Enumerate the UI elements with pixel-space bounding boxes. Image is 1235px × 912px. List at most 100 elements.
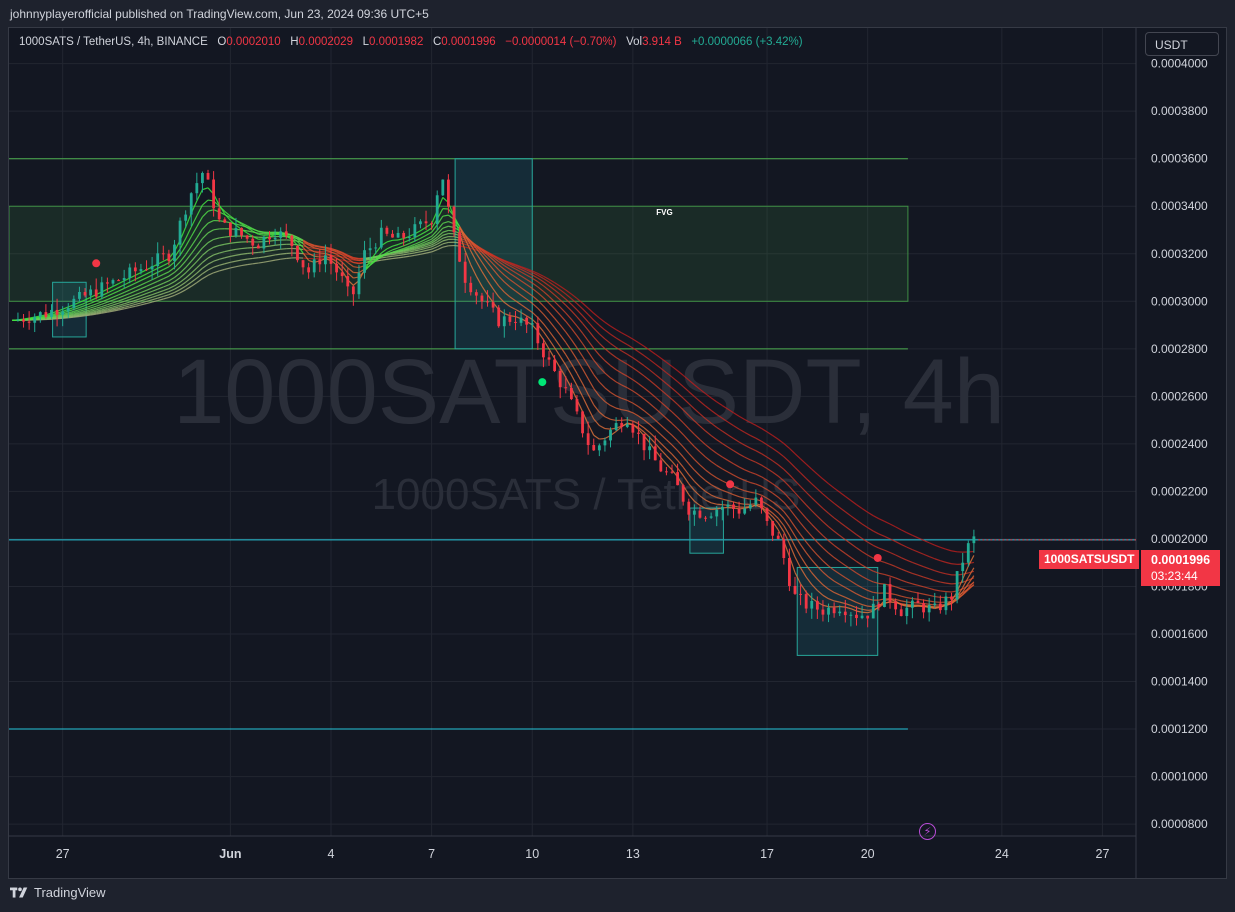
- ema-ribbon-segment: [643, 427, 651, 433]
- ema-ribbon-segment: [643, 419, 651, 425]
- ema-ribbon-segment: [693, 469, 701, 477]
- ema-ribbon-segment: [604, 387, 611, 393]
- ema-ribbon-segment: [615, 407, 622, 411]
- ema-ribbon-segment: [627, 410, 634, 414]
- ema-ribbon-segment: [906, 570, 913, 574]
- ema-ribbon-segment: [336, 251, 343, 256]
- ema-ribbon-segment: [626, 344, 634, 349]
- ema-ribbon-segment: [671, 376, 678, 383]
- candle-body: [44, 312, 48, 317]
- ema-ribbon-segment: [515, 300, 522, 306]
- ema-ribbon-segment: [638, 371, 645, 377]
- currency-button[interactable]: USDT: [1145, 32, 1219, 56]
- ema-ribbon-segment: [526, 271, 533, 276]
- ema-ribbon-segment: [275, 253, 281, 256]
- ema-ribbon-segment: [694, 500, 701, 506]
- ema-ribbon-segment: [190, 282, 198, 287]
- ema-ribbon-segment: [146, 274, 153, 279]
- candle-body: [256, 245, 260, 249]
- ema-ribbon-segment: [649, 369, 656, 375]
- candle-body: [799, 593, 802, 595]
- ema-ribbon-segment: [928, 542, 935, 546]
- legend-close-value: 0.0001996: [441, 36, 496, 48]
- ema-ribbon-segment: [554, 294, 561, 301]
- ema-ribbon-segment: [90, 307, 97, 311]
- chart-frame[interactable]: 1000SATSUSDT, 4h 1000SATS / TetherUS FVG 0.…: [8, 27, 1227, 879]
- ema-ribbon-segment: [677, 459, 684, 468]
- ema-ribbon-segment: [163, 262, 170, 267]
- ema-ribbon-segment: [721, 430, 729, 436]
- ema-ribbon-segment: [632, 390, 639, 396]
- ema-ribbon-segment: [548, 348, 556, 359]
- ema-ribbon-segment: [934, 558, 941, 562]
- tradingview-logo-icon[interactable]: [10, 887, 30, 899]
- ema-ribbon-segment: [587, 340, 595, 349]
- ema-ribbon-segment: [878, 582, 885, 585]
- ema-ribbon-segment: [872, 530, 880, 535]
- ema-ribbon-segment: [649, 349, 656, 355]
- ema-ribbon-segment: [923, 553, 930, 558]
- ema-ribbon-segment: [196, 238, 203, 247]
- footer-brand[interactable]: TradingView: [34, 885, 106, 900]
- ema-ribbon-segment: [503, 301, 511, 307]
- ema-ribbon-segment: [621, 350, 628, 355]
- ema-ribbon-segment: [733, 474, 740, 479]
- ema-ribbon-segment: [336, 249, 343, 254]
- ema-ribbon-segment: [241, 222, 248, 227]
- ema-ribbon-segment: [794, 535, 802, 545]
- ema-ribbon-segment: [185, 285, 192, 291]
- ema-ribbon-segment: [219, 243, 225, 247]
- candle-body: [782, 538, 786, 558]
- ema-ribbon-segment: [140, 281, 147, 286]
- ema-ribbon-segment: [889, 563, 896, 568]
- ema-ribbon-segment: [403, 248, 410, 251]
- ema-ribbon-segment: [481, 261, 489, 271]
- legend-symbol[interactable]: 1000SATS / TetherUS, 4h, BINANCE: [19, 36, 208, 48]
- time-axis-label: 10: [525, 847, 539, 861]
- candle-body: [346, 276, 350, 287]
- ema-ribbon-segment: [598, 411, 606, 418]
- ema-ribbon-segment: [850, 515, 857, 521]
- ema-ribbon-segment: [179, 277, 187, 283]
- ema-ribbon-segment: [878, 547, 885, 551]
- ema-ribbon-segment: [761, 427, 768, 433]
- ema-ribbon-segment: [822, 584, 829, 590]
- ema-ribbon-segment: [710, 448, 718, 454]
- ema-ribbon-segment: [582, 383, 589, 395]
- ema-ribbon-segment: [794, 480, 802, 487]
- ema-ribbon-segment: [548, 311, 556, 319]
- ema-ribbon-segment: [839, 521, 846, 527]
- ema-ribbon-segment: [576, 297, 583, 304]
- candle-body: [743, 508, 747, 514]
- ema-ribbon-segment: [397, 252, 404, 255]
- ema-ribbon-segment: [750, 481, 757, 485]
- ema-ribbon-segment: [598, 395, 606, 402]
- ema-ribbon-segment: [531, 311, 539, 318]
- ema-ribbon-segment: [397, 254, 404, 257]
- ema-ribbon-segment: [79, 309, 86, 312]
- ema-ribbon-segment: [425, 227, 432, 233]
- ema-ribbon-segment: [565, 293, 572, 300]
- ema-ribbon-segment: [929, 600, 935, 603]
- ema-ribbon-segment: [118, 295, 125, 299]
- ema-ribbon-segment: [598, 366, 606, 374]
- ema-ribbon-segment: [833, 517, 841, 523]
- ema-ribbon-segment: [375, 255, 382, 262]
- ema-ribbon-segment: [917, 551, 924, 555]
- ema-ribbon-segment: [235, 253, 242, 256]
- ema-ribbon-segment: [537, 277, 544, 283]
- flash-icon[interactable]: ⚡: [919, 823, 936, 840]
- ema-ribbon-segment: [118, 308, 125, 311]
- ema-ribbon-segment: [554, 347, 561, 357]
- ema-ribbon-segment: [945, 573, 952, 576]
- ema-ribbon-segment: [151, 288, 158, 292]
- ema-ribbon-segment: [403, 249, 410, 253]
- ema-ribbon-segment: [79, 311, 86, 315]
- ema-ribbon-segment: [839, 561, 846, 566]
- ema-ribbon-segment: [314, 251, 320, 254]
- ema-ribbon-segment: [856, 547, 863, 553]
- ema-ribbon-segment: [570, 374, 578, 386]
- ema-ribbon-segment: [531, 274, 539, 279]
- ema-ribbon-segment: [475, 245, 483, 253]
